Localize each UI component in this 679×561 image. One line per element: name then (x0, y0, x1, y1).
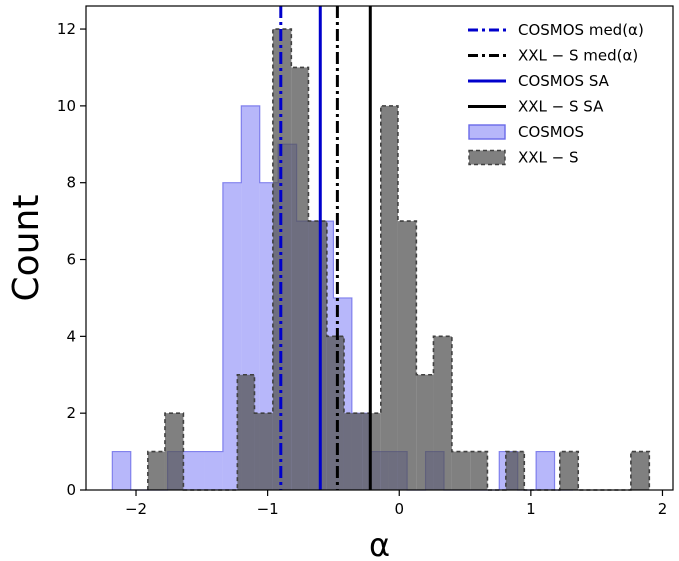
y-tick-label: 6 (66, 251, 76, 269)
x-axis-label: α (369, 526, 390, 561)
histogram-bar (237, 374, 255, 490)
legend-entry: XXL − S SA (468, 98, 604, 116)
legend-entry: COSMOS (468, 123, 584, 141)
histogram-bars (111, 28, 651, 491)
legend-entry: XXL − S med(α) (468, 47, 638, 65)
y-tick-label: 10 (57, 97, 76, 115)
legend-swatch (468, 124, 506, 140)
legend-swatch (468, 149, 506, 166)
plot-frame (85, 5, 674, 491)
legend-label: XXL − S SA (518, 98, 604, 116)
histogram-bar (536, 451, 555, 490)
histogram-bar (291, 67, 309, 490)
x-tick-label: 2 (658, 500, 668, 518)
x-tick-label: −1 (257, 500, 279, 518)
histogram-bar (254, 413, 273, 490)
histogram-bar (470, 451, 488, 490)
histogram-bar (343, 413, 363, 490)
histogram-bar (630, 451, 650, 490)
histogram-bar (559, 451, 579, 490)
histogram-bar (380, 105, 398, 490)
histogram-bar (308, 221, 327, 490)
histogram-bar (204, 451, 223, 490)
histogram-outline (111, 105, 573, 491)
x-tick-label: 0 (394, 500, 404, 518)
legend-label: XXL − S med(α) (518, 47, 638, 65)
histogram-bar (451, 451, 471, 490)
legend-entry: COSMOS med(α) (468, 21, 644, 39)
legend-entry: COSMOS SA (468, 72, 610, 90)
histogram-bar (397, 221, 417, 490)
histogram-bar (222, 182, 242, 490)
reference-lines (279, 6, 372, 490)
histogram-bar (147, 451, 165, 490)
histogram-bar (416, 374, 434, 490)
histogram-bar (164, 413, 184, 490)
y-axis-label: Count (6, 195, 47, 302)
legend-label: COSMOS SA (518, 72, 610, 90)
histogram-bar (112, 451, 131, 490)
series-xxl-s (147, 28, 651, 491)
histogram-bar (433, 336, 452, 490)
y-tick-label: 0 (66, 481, 76, 499)
histogram-bar (505, 451, 525, 490)
x-tick-label: −2 (125, 500, 147, 518)
histogram-bar (326, 336, 344, 490)
histogram-outline (147, 28, 651, 491)
x-tick-label: 1 (526, 500, 536, 518)
y-tick-label: 8 (66, 174, 76, 192)
y-tick-label: 2 (66, 404, 76, 422)
legend-label: XXL − S (518, 149, 579, 167)
legend-label: COSMOS med(α) (518, 21, 644, 39)
legend-label: COSMOS (518, 123, 584, 141)
y-tick-label: 4 (66, 327, 76, 345)
legend-entry: XXL − S (468, 149, 579, 167)
histogram-bar (186, 451, 205, 490)
legend: COSMOS med(α) XXL − S med(α) COSMOS SA XXL … (468, 21, 644, 167)
y-tick-label: 12 (57, 20, 76, 38)
